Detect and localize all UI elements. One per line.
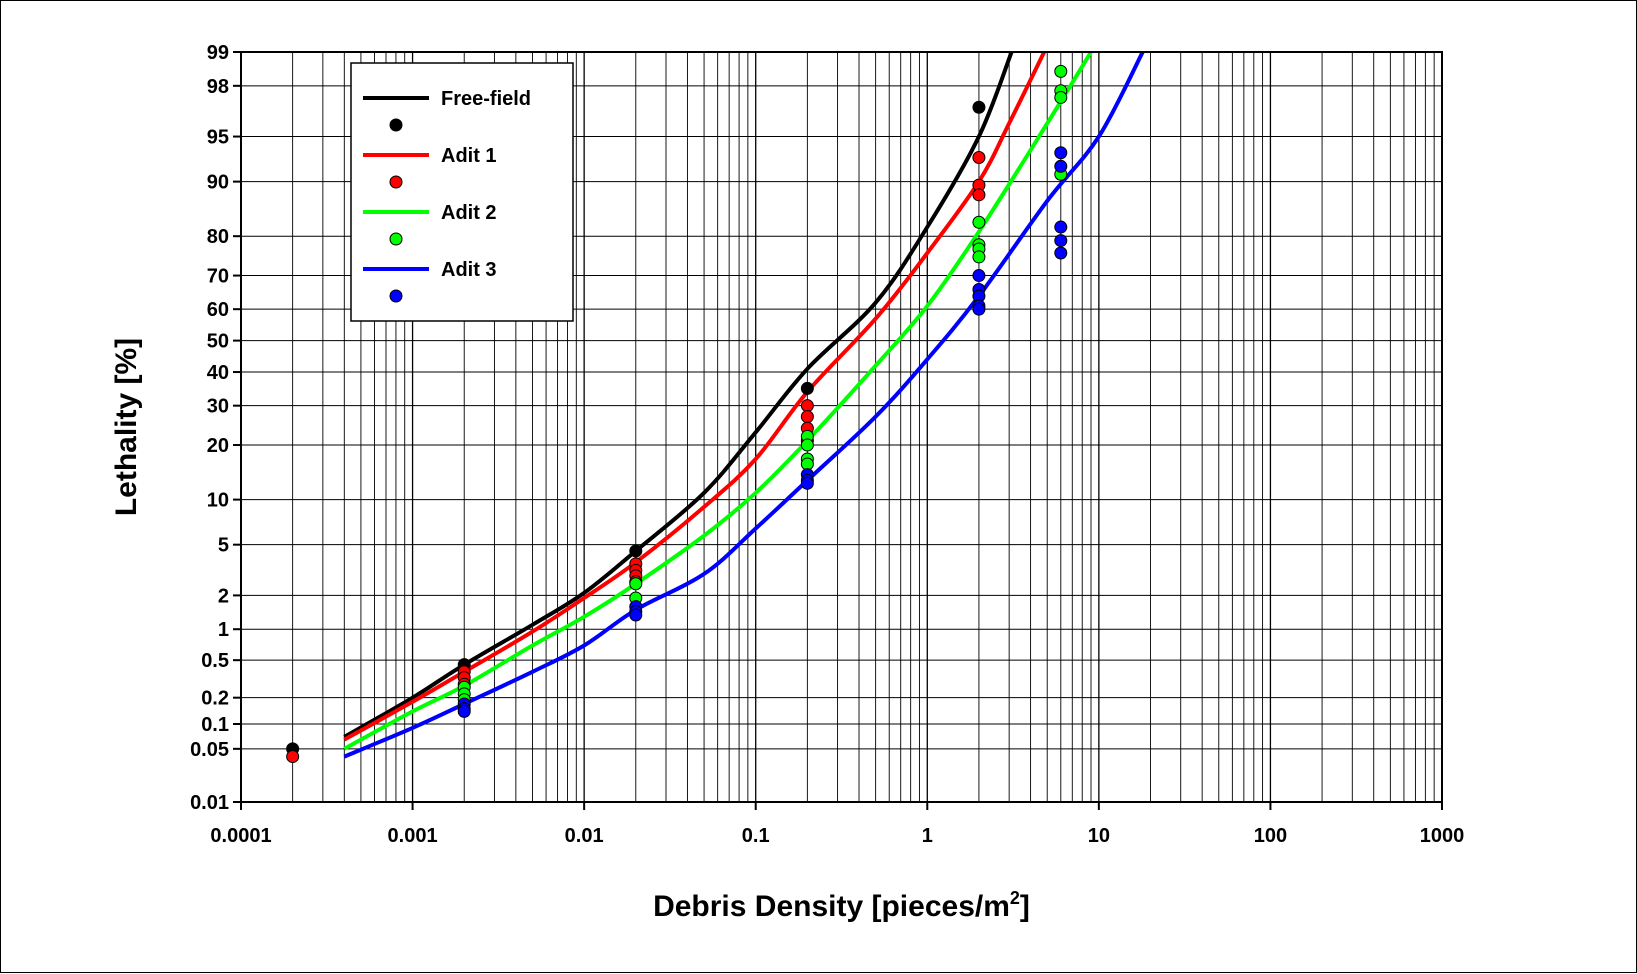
data-point-series-2 <box>972 215 986 229</box>
data-point-series-3 <box>1054 220 1068 234</box>
data-point-series-1 <box>972 188 986 202</box>
y-tick-label: 0.01 <box>190 792 229 814</box>
y-tick-label: 95 <box>207 127 229 149</box>
data-point-series-3 <box>1054 146 1068 160</box>
series-points <box>286 64 1068 764</box>
y-tick-label: 98 <box>207 76 229 98</box>
data-point-series-3 <box>972 269 986 283</box>
data-point-series-0 <box>800 381 814 395</box>
x-tick-label: 100 <box>1254 825 1287 847</box>
x-tick-label: 0.1 <box>742 825 770 847</box>
x-tick-label: 0.001 <box>388 825 438 847</box>
data-point-series-3 <box>1054 246 1068 260</box>
x-axis-ticks: 0.0001 0.001 0.01 0.1 1 10 100 1000 <box>210 802 1464 847</box>
x-tick-label: 0.0001 <box>210 825 271 847</box>
data-point-series-2 <box>1054 64 1068 78</box>
x-tick-label: 0.01 <box>565 825 604 847</box>
data-point-series-3 <box>629 608 643 622</box>
y-tick-label: 20 <box>207 435 229 457</box>
y-tick-label: 0.1 <box>201 714 229 736</box>
y-tick-label: 99 <box>207 42 229 64</box>
series-curve-3 <box>343 52 1145 759</box>
y-tick-label: 40 <box>207 362 229 384</box>
data-point-series-1 <box>972 151 986 165</box>
legend-label-0: Free-field <box>441 88 531 110</box>
data-point-series-3 <box>457 704 471 718</box>
data-point-series-1 <box>800 410 814 424</box>
x-tick-label: 1000 <box>1420 825 1465 847</box>
data-point-series-2 <box>800 438 814 452</box>
y-axis-title: Lethality [%] <box>110 338 143 516</box>
legend-label-3: Adit 3 <box>441 259 497 281</box>
data-point-series-0 <box>629 544 643 558</box>
y-tick-label: 0.05 <box>190 739 229 761</box>
data-point-series-1 <box>286 750 300 764</box>
y-tick-label: 80 <box>207 226 229 248</box>
y-tick-label: 0.5 <box>201 650 229 672</box>
data-point-series-3 <box>1054 234 1068 248</box>
data-point-series-0 <box>972 100 986 114</box>
y-tick-label: 70 <box>207 266 229 288</box>
legend-box <box>350 62 574 322</box>
y-tick-label: 50 <box>207 331 229 353</box>
legend-marker-1 <box>389 175 403 189</box>
y-axis-ticks: 0.01 0.05 0.1 0.2 0.5 1 2 5 10 20 30 40 50 60 70 80 90 95… <box>190 42 241 814</box>
y-tick-label: 1 <box>218 619 229 641</box>
x-axis-title-suffix: ] <box>1020 890 1030 923</box>
series-curves <box>343 52 1145 759</box>
y-tick-label: 0.2 <box>201 688 229 710</box>
data-point-series-3 <box>800 476 814 490</box>
data-point-series-2 <box>1054 90 1068 104</box>
data-point-series-1 <box>800 399 814 413</box>
y-tick-label: 2 <box>218 585 229 607</box>
series-curve-1 <box>343 52 1046 742</box>
legend-marker-2 <box>389 232 403 246</box>
x-tick-label: 1 <box>922 825 933 847</box>
x-axis-title-main: Debris Density [pieces/m <box>653 890 1010 923</box>
x-axis-title-superscript: 2 <box>1010 888 1020 908</box>
y-tick-label: 5 <box>218 535 229 557</box>
y-tick-label: 90 <box>207 172 229 194</box>
y-tick-label: 30 <box>207 396 229 418</box>
data-point-series-3 <box>1054 159 1068 173</box>
series-curve-0 <box>343 52 1014 739</box>
data-point-series-3 <box>972 302 986 316</box>
data-point-series-2 <box>972 250 986 264</box>
y-tick-label: 60 <box>207 299 229 321</box>
legend-label-1: Adit 1 <box>441 145 497 167</box>
legend: Free-field Adit 1 Adit 2 Adit 3 <box>350 62 574 322</box>
legend-marker-0 <box>389 118 403 132</box>
data-point-series-2 <box>629 577 643 591</box>
x-axis-title: Debris Density [pieces/m2] <box>653 888 1030 923</box>
y-tick-label: 10 <box>207 490 229 512</box>
x-tick-label: 10 <box>1088 825 1110 847</box>
legend-label-2: Adit 2 <box>441 202 497 224</box>
legend-marker-3 <box>389 289 403 303</box>
series-curve-2 <box>343 52 1093 751</box>
plot-area-border <box>240 51 1443 803</box>
